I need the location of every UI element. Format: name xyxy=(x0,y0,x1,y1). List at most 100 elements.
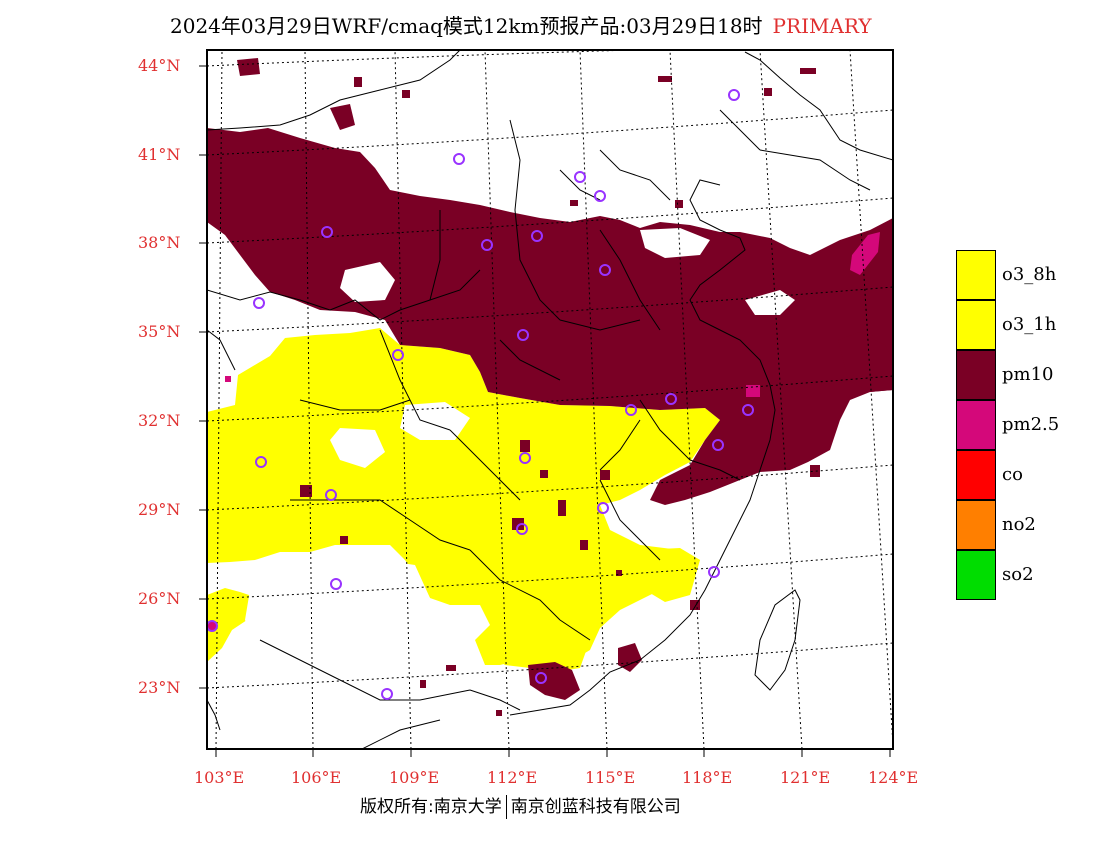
pm10-speckle xyxy=(800,68,816,74)
pm10-speckle xyxy=(512,518,524,530)
graticule-lon-103 xyxy=(215,50,223,749)
pm10-speckle xyxy=(340,536,348,544)
pm10-gap-3 xyxy=(745,290,795,315)
pm10-gap-2 xyxy=(640,228,710,258)
province-borders xyxy=(207,109,761,711)
pm10-gap-1 xyxy=(340,262,395,302)
station-marker xyxy=(381,688,393,700)
lon-label: 118°E xyxy=(682,768,733,787)
clear-patch-2 xyxy=(400,402,470,440)
lat-label: 29°N xyxy=(138,500,181,519)
pm10-region xyxy=(207,58,893,700)
station-marker xyxy=(321,226,333,238)
pm25-area-2 xyxy=(746,385,760,397)
legend-label: o3_8h xyxy=(1002,264,1057,285)
pm10-speckle xyxy=(402,90,410,98)
pm10-speckle xyxy=(690,600,700,610)
pm25-area-3 xyxy=(208,622,216,630)
o3-area-guangdong xyxy=(490,628,590,672)
lon-label: 115°E xyxy=(585,768,636,787)
pm25-area-4 xyxy=(225,376,231,382)
station-marker xyxy=(516,523,528,535)
pm25-region xyxy=(208,232,880,630)
graticule-lon-112 xyxy=(484,50,510,749)
graticule-lon-121 xyxy=(759,50,803,749)
station-marker xyxy=(255,456,267,468)
pm25-area-1 xyxy=(850,232,880,275)
map-frame xyxy=(206,49,894,750)
lat-label: 41°N xyxy=(138,145,181,164)
legend-swatch xyxy=(956,500,996,550)
station-marker xyxy=(742,404,754,416)
pm10-gaps xyxy=(340,228,795,315)
legend-label: pm10 xyxy=(1002,364,1054,385)
legend-label: co xyxy=(1002,464,1023,485)
lat-label: 35°N xyxy=(138,322,181,341)
title-tag: PRIMARY xyxy=(772,14,872,38)
station-marker xyxy=(597,502,609,514)
o3-area-southwest xyxy=(207,588,258,662)
clear-patch-1 xyxy=(330,428,385,468)
lon-label: 124°E xyxy=(868,768,919,787)
station-marker xyxy=(665,393,677,405)
pm10-speckle xyxy=(354,77,362,87)
clear-patch-3 xyxy=(245,555,345,660)
copyright-right: 南京创蓝科技有限公司 xyxy=(510,797,681,817)
boundaries xyxy=(207,50,893,749)
graticule-lon-118 xyxy=(669,50,705,749)
legend-swatch xyxy=(956,550,996,600)
lon-label: 106°E xyxy=(291,768,342,787)
pm10-speckle xyxy=(446,665,456,671)
station-marker xyxy=(594,190,606,202)
pm10-area-top-2 xyxy=(330,104,355,130)
station-marker xyxy=(519,452,531,464)
legend-label: so2 xyxy=(1002,564,1034,585)
pm10-speckle xyxy=(810,465,820,477)
legend-label: o3_1h xyxy=(1002,314,1057,335)
station-marker xyxy=(531,230,543,242)
station-marker xyxy=(535,672,547,684)
taiwan-outline xyxy=(754,589,801,691)
pm10-speckle xyxy=(658,76,672,82)
pm10-speckle xyxy=(600,470,610,480)
station-marker xyxy=(253,297,265,309)
graticule-lon-124 xyxy=(849,50,893,746)
station-marker xyxy=(517,329,529,341)
pm10-speckle xyxy=(764,88,772,96)
o3-area-southeast xyxy=(640,548,700,602)
legend-swatch xyxy=(956,450,996,500)
station-marker xyxy=(330,578,342,590)
lat-label: 38°N xyxy=(138,233,181,252)
pm10-speckle xyxy=(616,570,622,576)
legend-label: pm2.5 xyxy=(1002,414,1060,435)
footer-divider xyxy=(505,795,507,819)
o3-area-main xyxy=(207,328,720,665)
copyright-footer: 版权所有:南京大学 南京创蓝科技有限公司 xyxy=(360,792,681,819)
legend-swatch xyxy=(956,350,996,400)
lat-label: 32°N xyxy=(138,411,181,430)
pm10-speckle xyxy=(496,710,502,716)
pm10-speckle xyxy=(420,680,426,688)
pm10-speckle xyxy=(300,485,312,497)
station-marker xyxy=(625,404,637,416)
pm10-area-hong-kong xyxy=(618,643,642,672)
lon-label: 112°E xyxy=(487,768,538,787)
lat-label: 23°N xyxy=(138,678,181,697)
pm10-speckles xyxy=(300,68,820,716)
station-marker xyxy=(728,89,740,101)
coastline xyxy=(509,51,893,716)
national-border xyxy=(207,50,461,749)
graticule xyxy=(207,50,893,749)
legend-swatch xyxy=(956,300,996,350)
pm10-area-north xyxy=(207,128,893,505)
lon-label: 103°E xyxy=(194,768,245,787)
station-marker xyxy=(453,153,465,165)
tick-marks xyxy=(199,65,891,757)
pm10-speckle xyxy=(580,540,588,550)
pm10-area-top xyxy=(237,58,260,76)
lat-label: 44°N xyxy=(138,56,181,75)
station-marker xyxy=(574,171,586,183)
pm10-speckle xyxy=(540,470,548,478)
station-marker xyxy=(325,489,337,501)
